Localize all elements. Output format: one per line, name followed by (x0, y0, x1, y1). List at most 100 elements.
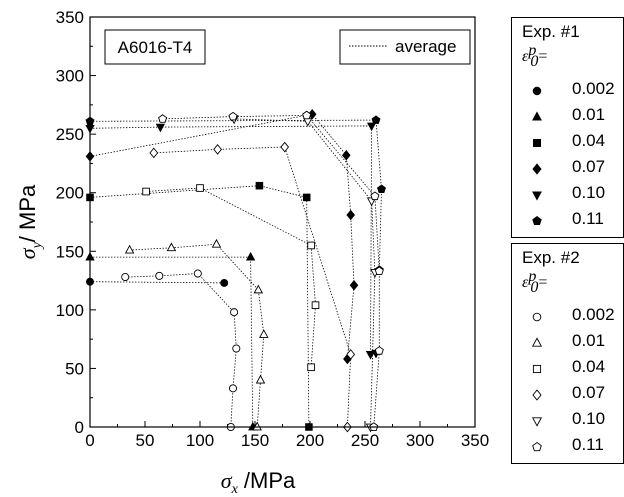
legend-exp1-title: Exp. #1 (522, 22, 580, 41)
legend-exp2-eps-eq: = (538, 274, 548, 291)
curve-eps-010-exp1 (89, 125, 377, 355)
y-tick-label: 50 (65, 359, 84, 378)
legend-exp1-marker (532, 191, 542, 201)
data-point-eps-0002-exp1 (220, 278, 229, 287)
legend-exp1-marker (532, 86, 542, 96)
y-tick-label: 0 (75, 418, 84, 437)
legend-exp2-marker (532, 389, 542, 401)
x-tick-label: 50 (136, 431, 155, 450)
curve-eps-001-exp1 (90, 256, 254, 428)
data-point-eps-007-exp2 (346, 349, 356, 360)
legend-exp1-marker-icon (532, 111, 542, 121)
legend-exp1-eps-sup: p (528, 42, 537, 59)
data-point-eps-007-exp2 (149, 147, 159, 159)
legend-exp2-marker-icon (532, 389, 542, 401)
data-point-eps-007-exp1 (346, 209, 355, 221)
legend-exp1-marker-icon (532, 163, 542, 175)
x-axis-symbol: σ (221, 468, 233, 493)
y-tick-label: 100 (56, 301, 84, 320)
average-legend-label: average (395, 37, 456, 56)
legend-exp2-marker-icon (532, 364, 542, 374)
axes: 0 50 100 150 200 250 300 350 0 50 100 150 200 250 300 3… (56, 8, 490, 450)
data-point-eps-011-exp1 (371, 115, 381, 124)
curve-eps-007-exp2 (153, 146, 352, 428)
legend-exp1-marker-icon (533, 139, 541, 147)
legend-exp1-label: 0.01 (572, 105, 606, 124)
y-axis-symbol: σ (15, 247, 40, 259)
legend-exp2-marker-icon (531, 417, 543, 427)
legend-exp2-strain-label: εp0= (522, 268, 553, 296)
data-point-eps-0002-exp2 (232, 344, 241, 353)
y-axis-subscript: y (30, 241, 45, 250)
data-point-eps-011-exp1 (377, 184, 386, 194)
x-tick-label: 100 (186, 431, 214, 450)
data-point-eps-007-exp1 (342, 149, 351, 161)
data-point-eps-004-exp2 (311, 301, 320, 309)
legend-exp2-marker (532, 441, 542, 452)
material-label-box (104, 29, 206, 65)
plot-frame (89, 16, 476, 428)
data-point-eps-010-exp1 (365, 351, 376, 360)
legend-exp1-marker (533, 139, 541, 147)
data-point-eps-004-exp2 (307, 241, 315, 250)
legend-exp2-marker-icon (532, 312, 542, 322)
average-legend-box (339, 29, 471, 65)
data-point-eps-004-exp2 (142, 187, 150, 196)
legend-exp2-label: 0.10 (572, 409, 606, 428)
legend-exp1-item: 0.04 (512, 130, 623, 154)
legend-exp1-label: 0.04 (572, 131, 606, 150)
curve-eps-011-exp1 (89, 119, 382, 271)
data-point-eps-004-exp2 (196, 184, 204, 192)
x-axis-subscript: x (231, 482, 239, 497)
legend-exp1-eps-sub: 0 (530, 53, 539, 70)
data-point-eps-0002-exp2 (228, 384, 238, 393)
data-point-eps-001-exp2 (211, 238, 222, 248)
legend-exp2-label: 0.04 (572, 357, 606, 376)
legend-exp1-label: 0.002 (572, 79, 615, 98)
legend-exp2-eps-sup: p (528, 268, 537, 285)
legend-exp2-label: 0.01 (572, 331, 606, 350)
data-point-eps-004-exp1 (302, 193, 311, 202)
legend-exp2: Exp. #2 εp0= 0.002 0.01 0.04 0.07 0.10 0.11 (511, 243, 624, 464)
data-point-eps-001-exp2 (259, 329, 269, 338)
legend-exp2-item: 0.002 (512, 304, 623, 328)
curve-eps-004-exp2 (146, 187, 316, 368)
y-tick-label: 250 (56, 125, 84, 144)
data-point-eps-0002-exp2 (155, 271, 164, 280)
legend-exp1-strain-label: εp0= (522, 42, 553, 70)
data-point-eps-011-exp2 (302, 110, 312, 120)
average-curves (89, 113, 382, 428)
data-point-eps-001-exp2 (124, 244, 135, 254)
legend-exp1-label: 0.11 (572, 209, 604, 228)
legend-exp2-label: 0.07 (572, 383, 606, 402)
legend-exp1-label: 0.07 (572, 157, 606, 176)
legend-exp1-marker (532, 111, 542, 121)
legend-exp1-eps-eq: = (538, 48, 548, 65)
data-point-eps-011-exp2 (370, 191, 380, 201)
y-tick-label: 150 (56, 242, 84, 261)
legend-exp2-eps-symbol: ε (522, 274, 529, 291)
y-axis-unit: / MPa (15, 184, 40, 242)
legend-exp1-marker-icon (532, 216, 542, 226)
legend-exp1-marker (532, 216, 542, 226)
y-tick-label: 200 (56, 184, 84, 203)
y-axis-title: σy/ MPa (15, 184, 45, 259)
data-point-eps-007-exp2 (213, 144, 222, 155)
legend-exp2-eps-sub: 0 (530, 279, 539, 296)
curve-eps-0002-exp2 (125, 273, 237, 428)
legend-exp1-item: 0.002 (512, 78, 623, 102)
legend-exp2-marker (532, 312, 542, 322)
legend-exp2-marker (531, 337, 543, 347)
data-point-eps-004-exp1 (255, 181, 264, 190)
x-tick-label: 350 (461, 431, 489, 450)
data-point-eps-007-exp2 (280, 141, 290, 153)
data-point-eps-001-exp2 (253, 284, 264, 294)
legend-exp1-marker-icon (532, 191, 542, 201)
x-tick-label: 300 (406, 431, 434, 450)
legend-exp2-item: 0.10 (512, 408, 623, 432)
data-point-eps-011-exp2 (374, 266, 384, 276)
legend-exp1-item: 0.11 (512, 208, 623, 232)
legend-exp2-item: 0.07 (512, 382, 623, 406)
curve-eps-010-exp2 (234, 118, 376, 428)
